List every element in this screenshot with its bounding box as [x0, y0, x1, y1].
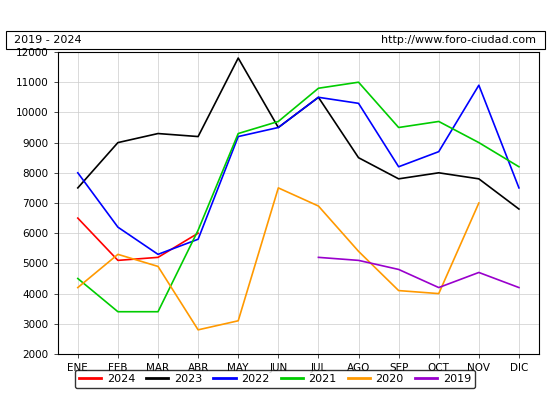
- Bar: [6, 31, 544, 49]
- Legend: 2024, 2023, 2022, 2021, 2020, 2019: 2024, 2023, 2022, 2021, 2020, 2019: [75, 370, 475, 388]
- Text: http://www.foro-ciudad.com: http://www.foro-ciudad.com: [381, 35, 536, 45]
- Text: 2019 - 2024: 2019 - 2024: [14, 35, 81, 45]
- Text: Evolucion Nº Turistas Nacionales en el municipio de Arbúcies: Evolucion Nº Turistas Nacionales en el m…: [52, 7, 498, 23]
